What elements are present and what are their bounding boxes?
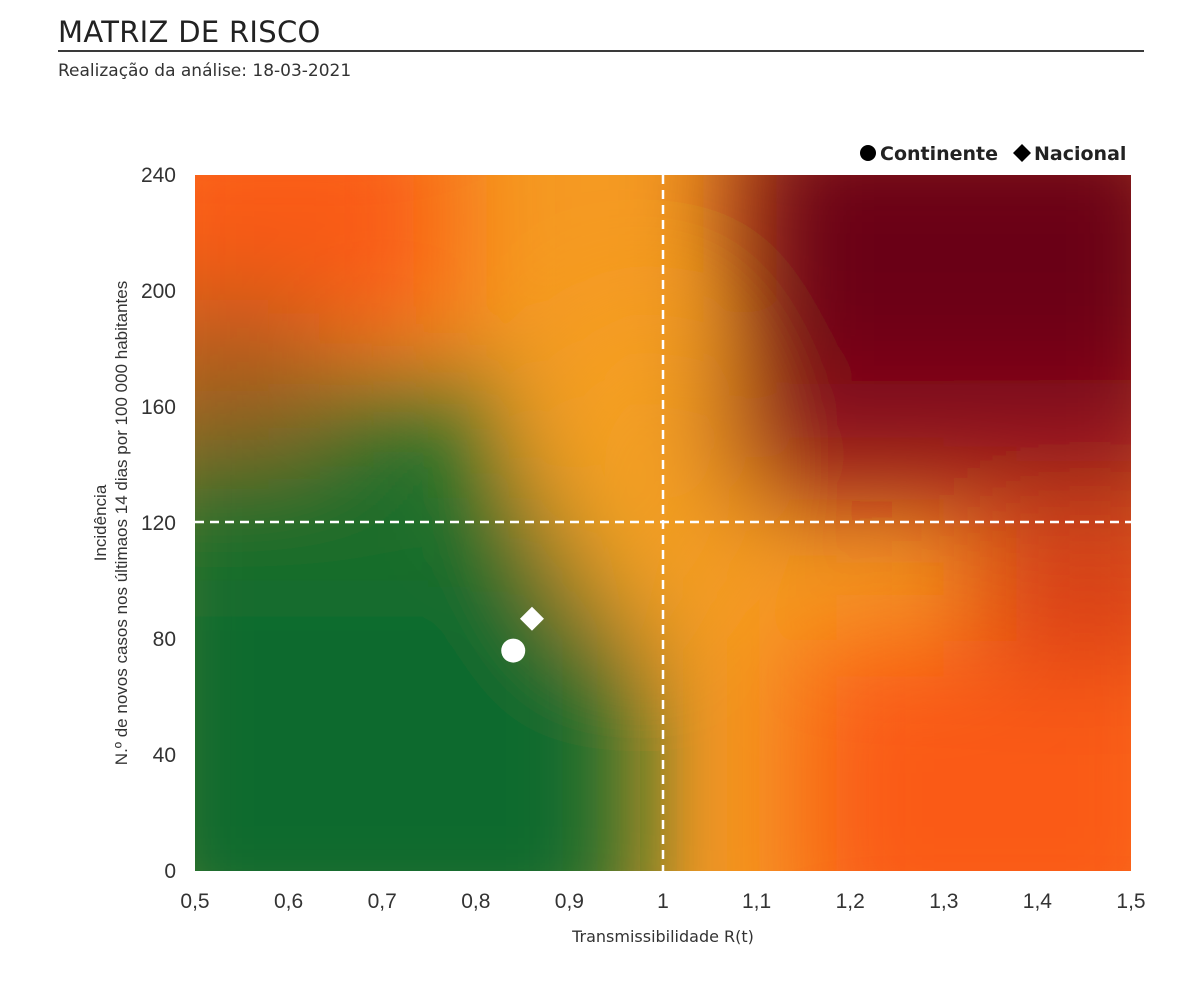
y-tick-label: 0 [164, 860, 176, 883]
title-divider [58, 50, 1144, 52]
page-title: MATRIZ DE RISCO [58, 15, 321, 49]
x-tick-label: 0,9 [555, 890, 584, 913]
y-tick-label: 240 [141, 164, 176, 187]
y-tick-label: 40 [153, 744, 176, 767]
risk-gradient [195, 175, 1131, 871]
x-tick-label: 0,5 [180, 890, 209, 913]
legend-continente: Continente [880, 143, 998, 165]
y-tick-label: 160 [141, 396, 176, 419]
legend-circle-icon [860, 145, 876, 161]
point-nacional [519, 606, 544, 631]
y-axis-ticks: 0 40 80 120 160 200 240 [141, 164, 176, 883]
y-tick-label: 120 [141, 512, 176, 535]
x-tick-label: 0,6 [274, 890, 303, 913]
y-axis-label: Incidência N.º de novos casos nos última… [91, 281, 131, 765]
chart-header: MATRIZ DE RISCO Realização da análise: 1… [58, 14, 1144, 81]
x-tick-label: 0,8 [461, 890, 490, 913]
x-tick-label: 0,7 [368, 890, 397, 913]
y-tick-label: 200 [141, 280, 176, 303]
legend-nacional: Nacional [1034, 143, 1126, 165]
y-axis-label-line1: Incidência [91, 484, 110, 561]
x-tick-label: 1,4 [1023, 890, 1053, 913]
page-subtitle: Realização da análise: 18-03-2021 [58, 61, 352, 81]
legend: Continente Nacional [860, 143, 1126, 165]
x-axis-label: Transmissibilidade R(t) [571, 927, 754, 946]
x-tick-label: 1,1 [742, 890, 771, 913]
x-tick-label: 1,2 [836, 890, 865, 913]
legend-diamond-icon [1013, 144, 1031, 162]
y-tick-label: 80 [153, 628, 176, 651]
x-tick-label: 1,5 [1116, 890, 1145, 913]
x-tick-label: 1,3 [929, 890, 958, 913]
x-tick-label: 1 [657, 890, 669, 913]
plot-area [195, 175, 1131, 871]
x-axis-ticks: 0,5 0,6 0,7 0,8 0,9 1 1,1 1,2 1,3 1,4 1,5 [180, 890, 1145, 913]
point-continente [501, 638, 526, 663]
y-axis-label-line2: N.º de novos casos nos últimaos 14 dias … [112, 281, 131, 765]
data-points [501, 606, 544, 663]
